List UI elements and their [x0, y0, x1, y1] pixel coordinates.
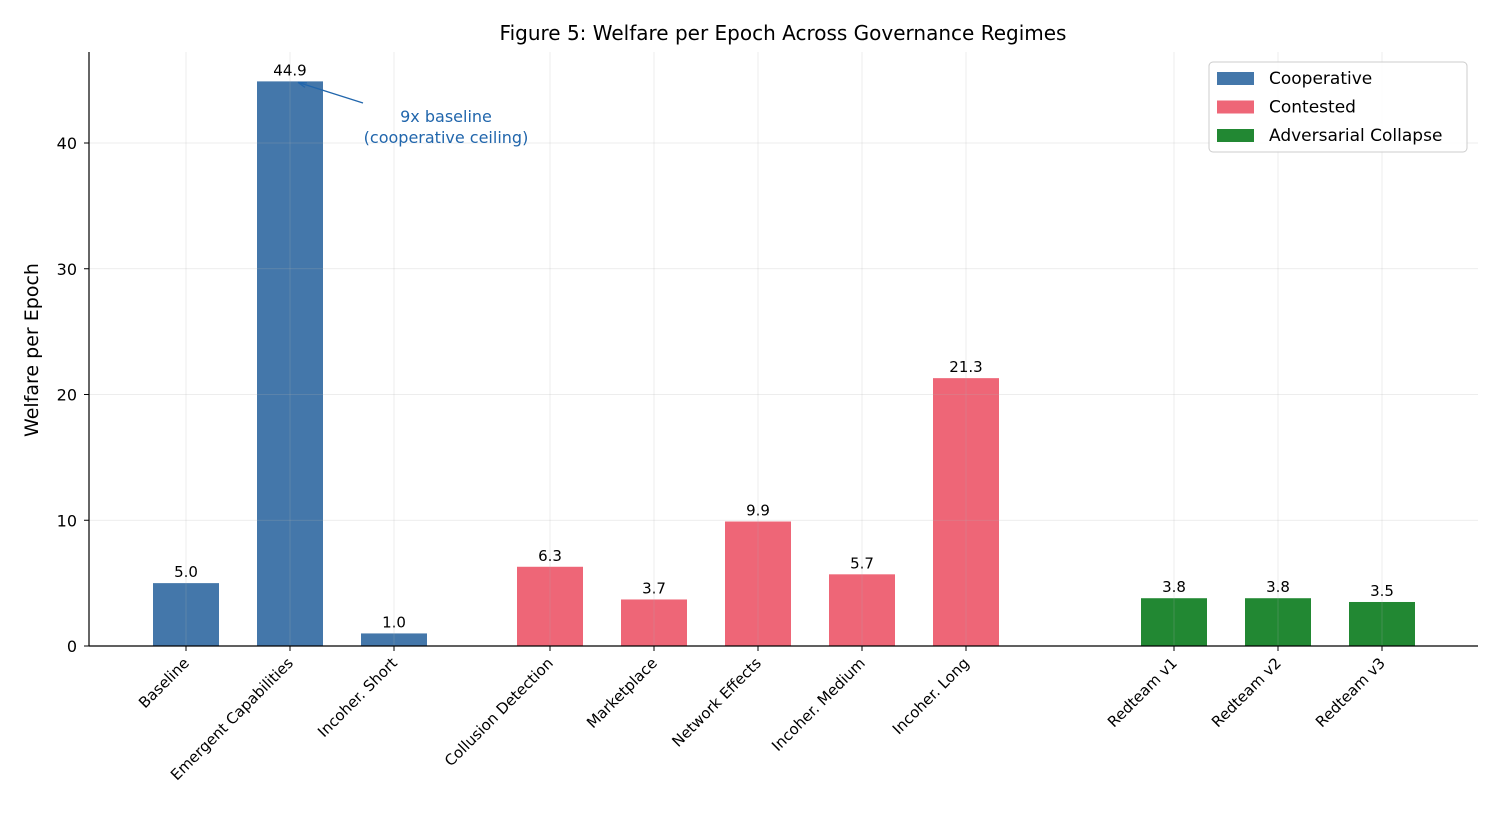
- bar-value-label: 9.9: [746, 502, 770, 520]
- x-tick-label: Network Effects: [668, 654, 765, 751]
- bar: [621, 599, 687, 646]
- bar-value-label: 44.9: [273, 61, 306, 79]
- bar-value-label: 3.7: [642, 579, 666, 597]
- bar: [1349, 601, 1415, 646]
- arrow-head-icon: [297, 81, 308, 88]
- bar-value-label: 3.8: [1162, 578, 1186, 596]
- bar: [1141, 598, 1207, 646]
- annotation-text: 9x baseline: [400, 107, 492, 126]
- annotation: 9x baseline (cooperative ceiling): [297, 81, 529, 147]
- y-tick-label: 30: [57, 260, 77, 279]
- bar: [361, 633, 427, 646]
- x-tick-label: Redteam v2: [1208, 654, 1285, 731]
- x-tick-label: Emergent Capabilities: [167, 654, 297, 784]
- bar: [517, 566, 583, 646]
- bar-value-label: 6.3: [538, 547, 562, 565]
- legend-label: Adversarial Collapse: [1269, 126, 1442, 146]
- legend: Cooperative Contested Adversarial Collapse: [1208, 61, 1468, 153]
- legend-swatch: [1217, 129, 1254, 142]
- y-axis-label: Welfare per Epoch: [21, 263, 43, 437]
- annotation-arrow: [297, 81, 364, 104]
- x-tick-label: Incoher. Long: [889, 654, 973, 738]
- x-tick-label: Incoher. Medium: [768, 654, 869, 755]
- x-tick-label: Incoher. Short: [314, 654, 401, 741]
- chart-title: Figure 5: Welfare per Epoch Across Gover…: [500, 21, 1067, 45]
- y-tick-label: 40: [57, 134, 77, 153]
- x-tick-label: Collusion Detection: [441, 654, 557, 770]
- legend-label: Cooperative: [1269, 69, 1372, 89]
- y-tick-label: 10: [57, 511, 77, 530]
- legend-swatch: [1217, 72, 1254, 85]
- y-tick-label: 20: [57, 386, 77, 405]
- x-tick-label: Marketplace: [583, 654, 661, 732]
- bar-value-label: 5.7: [850, 554, 874, 572]
- x-tick-label: Redteam v1: [1104, 654, 1181, 731]
- bar-value-label: 1.0: [382, 613, 406, 631]
- legend-box: [1208, 61, 1468, 153]
- bar: [257, 81, 323, 646]
- bar: [153, 583, 219, 646]
- annotation-text: (cooperative ceiling): [364, 128, 529, 147]
- bar-value-label: 3.5: [1370, 582, 1394, 600]
- x-tick-label: Redteam v3: [1312, 654, 1389, 731]
- bar-value-label: 3.8: [1266, 578, 1290, 596]
- legend-swatch: [1217, 100, 1254, 114]
- bars: 5.0 44.9 1.0 6.3 3.7 9.9 5.7 21.3 3.8 3.8 3.5: [153, 61, 1415, 646]
- bar: [829, 574, 895, 646]
- bar: [725, 521, 791, 646]
- legend-label: Contested: [1269, 98, 1356, 118]
- bar-value-label: 21.3: [949, 358, 982, 376]
- bar-value-label: 5.0: [174, 563, 198, 581]
- bar: [933, 378, 999, 646]
- y-tick-label: 0: [67, 637, 77, 656]
- x-tick-label: Baseline: [135, 654, 193, 712]
- bar: [1245, 598, 1311, 646]
